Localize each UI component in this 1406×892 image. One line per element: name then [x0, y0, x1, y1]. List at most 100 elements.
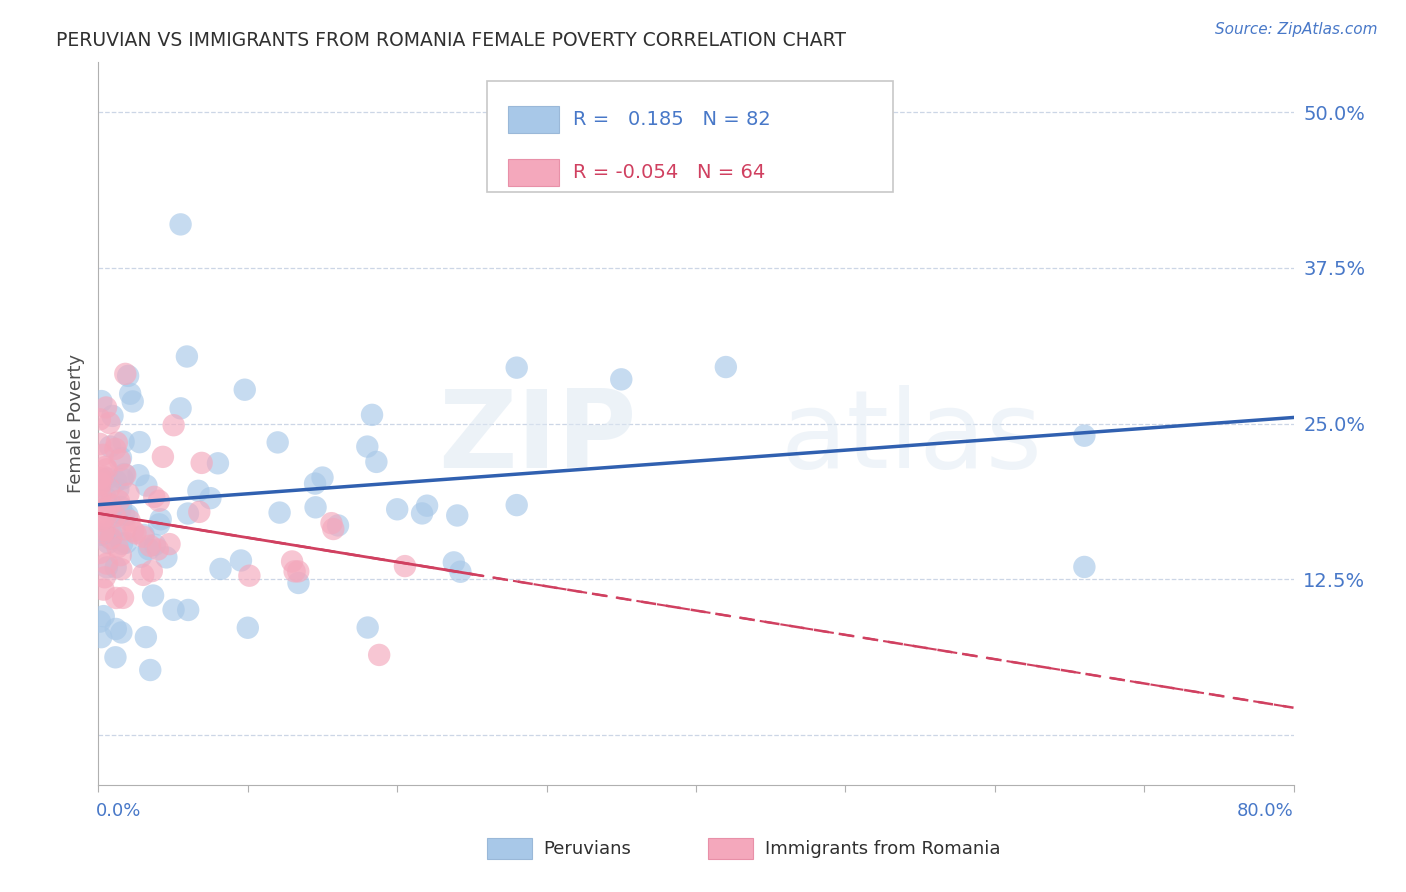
Point	[311, 470, 333, 484]
Point	[287, 576, 309, 591]
Point	[104, 509, 127, 524]
Point	[105, 435, 128, 450]
Point	[91, 448, 114, 462]
Y-axis label: Female Poverty: Female Poverty	[66, 354, 84, 493]
Point	[177, 507, 200, 521]
Point	[91, 469, 114, 483]
FancyBboxPatch shape	[509, 106, 558, 133]
Point	[127, 468, 149, 483]
Point	[112, 467, 135, 481]
Point	[200, 491, 222, 505]
Point	[132, 567, 155, 582]
Point	[233, 383, 256, 397]
Point	[117, 368, 139, 383]
Point	[108, 494, 131, 508]
Point	[416, 499, 439, 513]
Point	[114, 467, 136, 482]
Text: PERUVIAN VS IMMIGRANTS FROM ROMANIA FEMALE POVERTY CORRELATION CHART: PERUVIAN VS IMMIGRANTS FROM ROMANIA FEMA…	[56, 31, 846, 50]
Point	[229, 553, 252, 567]
Point	[449, 565, 471, 579]
Point	[96, 508, 118, 523]
Point	[108, 506, 131, 520]
Point	[98, 440, 121, 454]
Point	[287, 565, 309, 579]
Point	[93, 523, 115, 537]
Text: R = -0.054   N = 64: R = -0.054 N = 64	[572, 162, 765, 182]
Point	[89, 495, 111, 509]
Point	[94, 460, 117, 475]
Point	[94, 401, 117, 415]
Point	[108, 453, 131, 467]
Point	[105, 474, 128, 488]
Point	[98, 416, 121, 430]
Point	[152, 450, 174, 464]
Point	[104, 560, 127, 574]
Point	[93, 500, 115, 515]
Point	[105, 591, 128, 605]
Point	[141, 564, 163, 578]
Point	[98, 498, 121, 512]
Point	[90, 394, 112, 409]
Point	[104, 650, 127, 665]
Point	[506, 498, 529, 512]
Point	[112, 508, 135, 523]
Point	[111, 537, 134, 551]
Point	[149, 512, 172, 526]
Point	[138, 542, 160, 557]
Point	[207, 456, 229, 470]
Point	[176, 350, 198, 364]
Point	[90, 528, 112, 542]
Point	[177, 603, 200, 617]
Point	[187, 483, 209, 498]
Text: Source: ZipAtlas.com: Source: ZipAtlas.com	[1215, 22, 1378, 37]
Point	[124, 526, 146, 541]
Point	[281, 554, 304, 568]
Point	[104, 622, 127, 636]
Point	[304, 476, 326, 491]
Point	[89, 546, 111, 560]
Point	[107, 483, 129, 497]
Point	[96, 462, 118, 476]
Point	[368, 648, 391, 662]
Point	[100, 531, 122, 545]
Point	[110, 450, 132, 465]
Point	[93, 582, 115, 597]
Point	[394, 559, 416, 574]
Point	[90, 630, 112, 644]
Point	[89, 487, 111, 501]
Point	[93, 609, 115, 624]
Point	[118, 514, 141, 528]
Point	[112, 434, 135, 449]
Point	[366, 455, 388, 469]
Point	[110, 562, 132, 576]
Point	[411, 507, 433, 521]
Point	[148, 517, 170, 532]
Point	[135, 478, 157, 492]
Point	[114, 522, 136, 536]
Point	[110, 548, 132, 562]
Point	[163, 418, 186, 433]
FancyBboxPatch shape	[709, 838, 754, 859]
Point	[506, 360, 529, 375]
Point	[93, 511, 115, 525]
Point	[446, 508, 468, 523]
Point	[128, 435, 150, 450]
Text: 0.0%: 0.0%	[96, 802, 141, 820]
Point	[132, 530, 155, 544]
Point	[188, 505, 211, 519]
Text: Peruvians: Peruvians	[543, 839, 631, 857]
FancyBboxPatch shape	[486, 80, 893, 193]
Point	[135, 630, 157, 644]
Point	[110, 625, 132, 640]
Point	[117, 487, 139, 501]
Point	[159, 537, 181, 551]
Point	[236, 621, 259, 635]
Point	[169, 218, 191, 232]
Text: 80.0%: 80.0%	[1237, 802, 1294, 820]
Point	[100, 525, 122, 540]
Text: atlas: atlas	[780, 385, 1042, 491]
Point	[89, 476, 111, 491]
Point	[96, 557, 118, 571]
Point	[96, 560, 118, 574]
Point	[94, 502, 117, 516]
